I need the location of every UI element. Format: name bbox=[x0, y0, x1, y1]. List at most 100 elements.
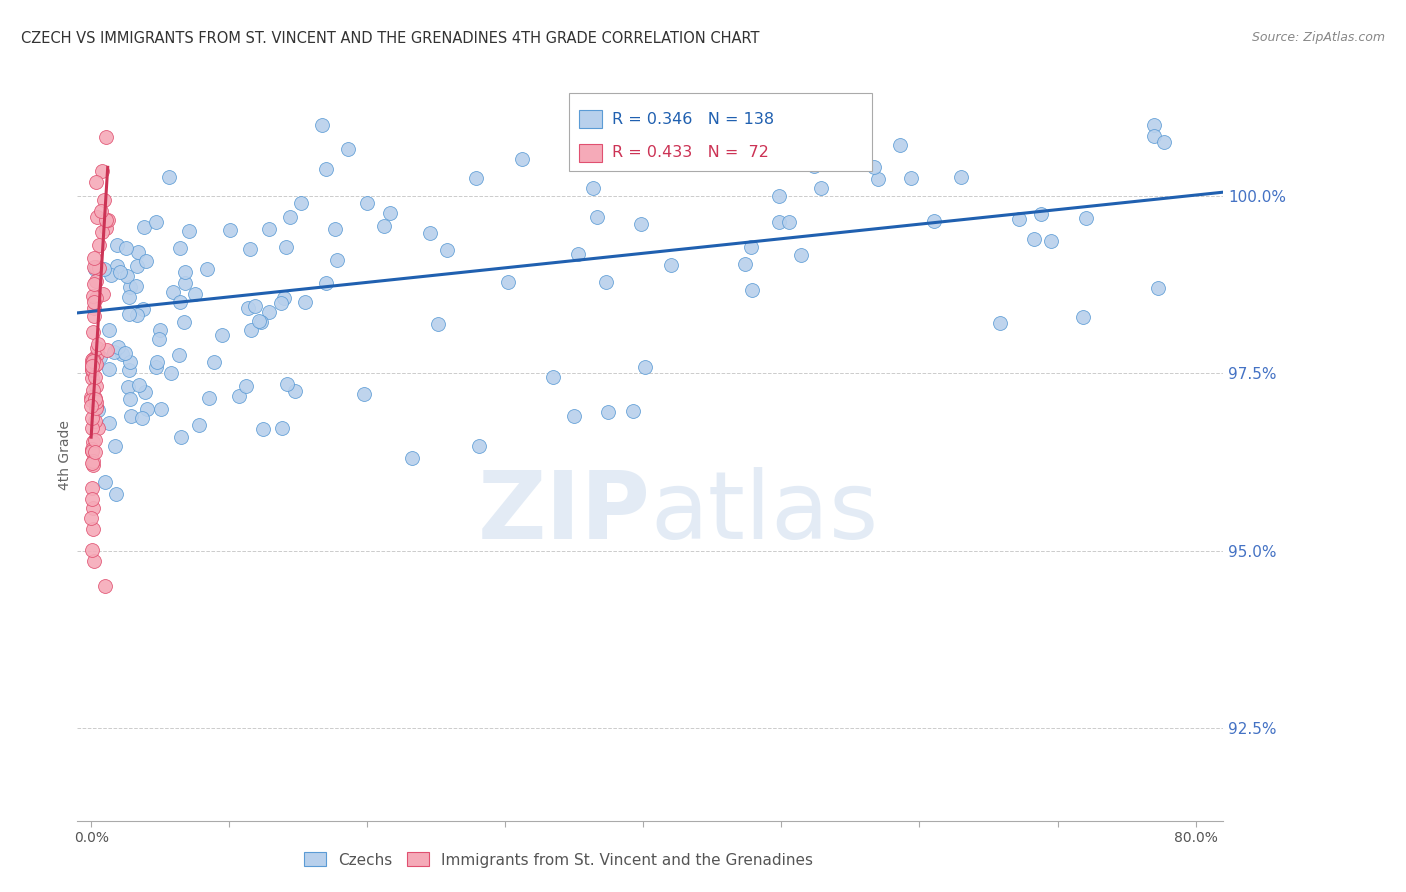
Point bbox=[127, 245, 149, 260]
Point bbox=[80, 543, 103, 558]
Point bbox=[184, 287, 207, 301]
Point bbox=[659, 258, 682, 272]
Point bbox=[1153, 135, 1175, 149]
Point bbox=[284, 384, 307, 398]
Point bbox=[950, 169, 973, 184]
Point bbox=[236, 301, 259, 315]
Point bbox=[1143, 128, 1166, 143]
Point bbox=[243, 299, 266, 313]
Point bbox=[86, 291, 108, 305]
Y-axis label: 4th Grade: 4th Grade bbox=[58, 420, 72, 490]
Point bbox=[1071, 310, 1094, 324]
Point bbox=[177, 225, 200, 239]
Point bbox=[100, 268, 122, 282]
Point bbox=[108, 265, 131, 279]
Point bbox=[82, 454, 104, 468]
Point bbox=[86, 274, 108, 288]
Point bbox=[94, 213, 117, 227]
Point bbox=[257, 221, 280, 235]
Text: CZECH VS IMMIGRANTS FROM ST. VINCENT AND THE GRENADINES 4TH GRADE CORRELATION CH: CZECH VS IMMIGRANTS FROM ST. VINCENT AND… bbox=[21, 31, 759, 46]
Point bbox=[83, 277, 105, 291]
Point bbox=[83, 310, 105, 324]
Point bbox=[541, 370, 564, 384]
Point bbox=[145, 215, 167, 229]
Point bbox=[125, 309, 148, 323]
Point bbox=[83, 434, 105, 448]
Point bbox=[84, 392, 107, 406]
Point bbox=[202, 355, 225, 369]
Point bbox=[103, 345, 125, 359]
Point bbox=[252, 422, 274, 436]
Point bbox=[82, 354, 104, 368]
Point bbox=[82, 434, 104, 449]
Point bbox=[128, 378, 150, 392]
Point bbox=[82, 383, 104, 397]
Point bbox=[135, 253, 157, 268]
Point bbox=[93, 193, 115, 207]
Point bbox=[247, 314, 270, 328]
Point bbox=[87, 337, 110, 351]
Point bbox=[582, 180, 605, 194]
Point bbox=[89, 350, 111, 364]
Point bbox=[132, 302, 155, 317]
Point bbox=[235, 379, 257, 393]
Point bbox=[131, 411, 153, 425]
Point bbox=[83, 358, 105, 372]
Point bbox=[169, 240, 191, 254]
Point bbox=[82, 351, 104, 366]
Point bbox=[94, 475, 117, 489]
Point bbox=[80, 442, 103, 456]
Point bbox=[1074, 211, 1097, 225]
Point bbox=[107, 260, 129, 274]
Point bbox=[80, 510, 103, 524]
Point bbox=[86, 211, 108, 225]
Point bbox=[80, 390, 103, 404]
Point bbox=[104, 440, 127, 454]
Point bbox=[118, 363, 141, 377]
Point bbox=[91, 287, 114, 301]
Point bbox=[118, 307, 141, 321]
Point bbox=[83, 260, 105, 275]
Point bbox=[145, 359, 167, 374]
Text: R = 0.346   N = 138: R = 0.346 N = 138 bbox=[612, 112, 773, 127]
Point bbox=[768, 215, 790, 229]
Point bbox=[132, 219, 155, 234]
Point bbox=[239, 243, 262, 257]
Point bbox=[93, 261, 115, 276]
Point bbox=[465, 170, 488, 185]
Point bbox=[741, 283, 763, 297]
Point bbox=[82, 523, 104, 537]
Point bbox=[621, 404, 644, 418]
Point bbox=[356, 195, 378, 210]
Point bbox=[401, 451, 423, 466]
Point bbox=[866, 172, 889, 186]
Point bbox=[87, 421, 110, 435]
Point bbox=[105, 487, 128, 501]
Point bbox=[83, 354, 105, 368]
Point bbox=[80, 359, 103, 373]
Point bbox=[496, 275, 519, 289]
Point bbox=[1147, 281, 1170, 295]
Point bbox=[862, 161, 884, 175]
Point bbox=[80, 362, 103, 376]
Point bbox=[90, 225, 112, 239]
Point bbox=[988, 316, 1011, 330]
Point bbox=[311, 118, 333, 132]
Point bbox=[84, 357, 107, 371]
Point bbox=[86, 341, 108, 355]
Point bbox=[228, 388, 250, 402]
Point bbox=[250, 315, 273, 329]
Point bbox=[96, 343, 118, 358]
Point bbox=[162, 285, 184, 299]
Point bbox=[80, 456, 103, 470]
Point bbox=[1024, 232, 1046, 246]
Point bbox=[380, 206, 402, 220]
Point bbox=[271, 421, 294, 435]
Point bbox=[634, 359, 657, 374]
Point bbox=[803, 159, 825, 173]
Point bbox=[84, 370, 107, 384]
Point bbox=[82, 352, 104, 367]
Point bbox=[80, 359, 103, 374]
Point bbox=[1008, 212, 1031, 227]
Point bbox=[1040, 234, 1063, 248]
